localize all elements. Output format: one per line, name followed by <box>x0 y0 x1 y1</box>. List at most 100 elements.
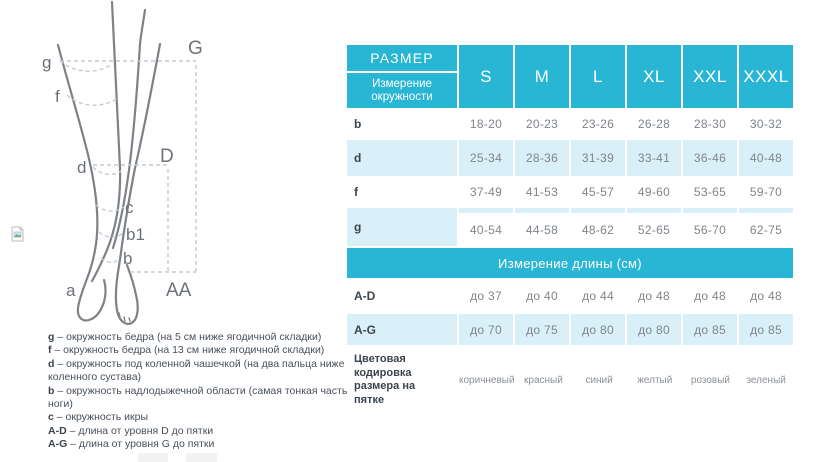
legend-text: – окружность под коленной чашечкой (на д… <box>48 357 345 384</box>
value-cell: до 40 <box>526 289 558 303</box>
row-label: f <box>354 185 358 199</box>
value-cell: 62-75 <box>739 208 793 246</box>
value-cell: 30-32 <box>749 117 783 131</box>
legend-line: b – окружность надлодыжечной области (са… <box>48 385 348 412</box>
table-subtitle: Измерение окружности <box>371 77 433 103</box>
label-a: a <box>66 281 76 300</box>
value-cell: до 70 <box>459 314 513 345</box>
value-cell: 59-70 <box>749 185 783 199</box>
value-cell: 25-34 <box>459 140 513 176</box>
value-cell: 40-54 <box>459 208 513 246</box>
row-label: g <box>347 208 457 246</box>
legend-text: – длина от уровня G до пятки <box>70 438 215 451</box>
legend-text: – длина от уровня D до пятки <box>69 424 214 437</box>
value-cell: до 75 <box>515 314 569 345</box>
measurement-legend: g – окружность бедра (на 5 см ниже ягоди… <box>48 331 348 452</box>
value-cell: 28-36 <box>515 140 569 176</box>
size-header-s: S <box>459 45 513 108</box>
value-cell: 31-39 <box>571 140 625 176</box>
legend-prefix: b <box>48 384 55 397</box>
legend-prefix: f <box>48 344 52 357</box>
circumference-section: b 18-20 20-23 23-26 26-28 28-30 30-32 d 25-34 28-… <box>347 110 793 246</box>
label-c: c <box>125 198 134 217</box>
value-cell: до 44 <box>582 289 614 303</box>
value-cell: 37-49 <box>469 185 503 199</box>
value-cell: 26-28 <box>637 117 671 131</box>
legend-prefix: A-D <box>48 424 67 437</box>
heel-color-value: желтый <box>637 374 673 386</box>
legend-prefix: g <box>48 331 55 343</box>
cutoff-bar <box>186 453 217 462</box>
legend-prefix: c <box>48 411 54 424</box>
legend-prefix: d <box>48 357 55 370</box>
table-corner-cell: РАЗМЕР Измерение окружности <box>347 45 457 108</box>
leg-outlines <box>56 0 162 326</box>
label-G: G <box>188 38 203 59</box>
value-cell: 52-65 <box>627 208 681 246</box>
row-label: b <box>354 117 362 131</box>
value-cell: 20-23 <box>525 117 559 131</box>
table-row-g: g 40-54 44-58 48-62 52-65 56-70 62-75 <box>347 208 793 246</box>
diagram-point-labels: g f d c b1 b a G D AA <box>42 38 203 301</box>
legend-line: f – окружность бедра (на 13 см ниже ягод… <box>48 344 348 357</box>
row-label: A-D <box>354 289 376 303</box>
heel-color-label-text: Цветовая кодировка размера на пятке <box>354 353 416 406</box>
value-cell: до 37 <box>470 289 502 303</box>
label-b1: b1 <box>126 225 145 244</box>
value-cell: 53-65 <box>693 185 727 199</box>
label-AA: AA <box>166 280 192 301</box>
size-table: РАЗМЕР Измерение окружности S M L XL XXL XXXL… <box>347 45 793 411</box>
legend-line: A-G – длина от уровня G до пятки <box>48 438 348 451</box>
label-f: f <box>55 87 60 106</box>
value-cell: 44-58 <box>515 208 569 246</box>
value-cell: 18-20 <box>469 117 503 131</box>
value-cell: 36-46 <box>683 140 737 176</box>
table-row-f: f 37-49 41-53 45-57 49-60 53-65 59-70 <box>347 178 793 206</box>
size-header-xxl: XXL <box>683 45 737 108</box>
legend-prefix: A-G <box>48 438 68 451</box>
broken-image-glyph <box>11 226 24 242</box>
value-cell: 41-53 <box>525 185 559 199</box>
size-header-xl: XL <box>627 45 681 108</box>
table-row-a-d: A-D до 37 до 40 до 44 до 48 до 48 до 48 <box>347 280 793 312</box>
leg-measurement-diagram: g f d c b1 b a G D AA <box>42 0 203 326</box>
broken-image-icon <box>9 225 27 243</box>
heel-color-row: Цветовая кодировка размера на пятке кори… <box>347 349 793 411</box>
value-cell: до 80 <box>627 314 681 345</box>
heel-color-label: Цветовая кодировка размера на пятке <box>347 349 457 411</box>
value-cell: до 48 <box>694 289 726 303</box>
value-cell: до 85 <box>739 314 793 345</box>
legend-line: c – окружность икры <box>48 411 348 424</box>
value-cell: до 48 <box>638 289 670 303</box>
legend-text: – окружность бедра (на 13 см ниже ягодич… <box>54 344 325 357</box>
label-b: b <box>123 249 132 268</box>
legend-text: – окружность икры <box>56 411 148 424</box>
value-cell: до 80 <box>571 314 625 345</box>
size-header-m: M <box>515 45 569 108</box>
label-D: D <box>160 146 174 167</box>
length-section-header: Измерение длины (см) <box>347 248 793 278</box>
value-cell: 49-60 <box>637 185 671 199</box>
value-cell: до 85 <box>683 314 737 345</box>
row-label: A-G <box>347 314 457 345</box>
table-row-b: b 18-20 20-23 23-26 26-28 28-30 30-32 <box>347 110 793 138</box>
value-cell: до 48 <box>750 289 782 303</box>
legend-text: – окружность бедра (на 5 см ниже ягодичн… <box>57 331 322 343</box>
table-title: РАЗМЕР <box>347 45 457 73</box>
value-cell: 40-48 <box>739 140 793 176</box>
value-cell: 28-30 <box>693 117 727 131</box>
value-cell: 23-26 <box>581 117 615 131</box>
label-d: d <box>77 158 86 177</box>
legend-text: – окружность надлодыжечной области (сама… <box>48 384 348 411</box>
heel-color-value: синий <box>585 374 613 386</box>
table-row-a-g: A-G до 70 до 75 до 80 до 80 до 85 до 85 <box>347 314 793 345</box>
value-cell: 33-41 <box>627 140 681 176</box>
value-cell: 56-70 <box>683 208 737 246</box>
row-label: d <box>347 140 457 176</box>
heel-color-value: красный <box>524 374 563 386</box>
value-cell: 45-57 <box>581 185 615 199</box>
size-header-xxxl: XXXL <box>739 45 793 108</box>
table-row-d: d 25-34 28-36 31-39 33-41 36-46 40-48 <box>347 140 793 176</box>
measurement-guide-lines <box>59 60 197 273</box>
